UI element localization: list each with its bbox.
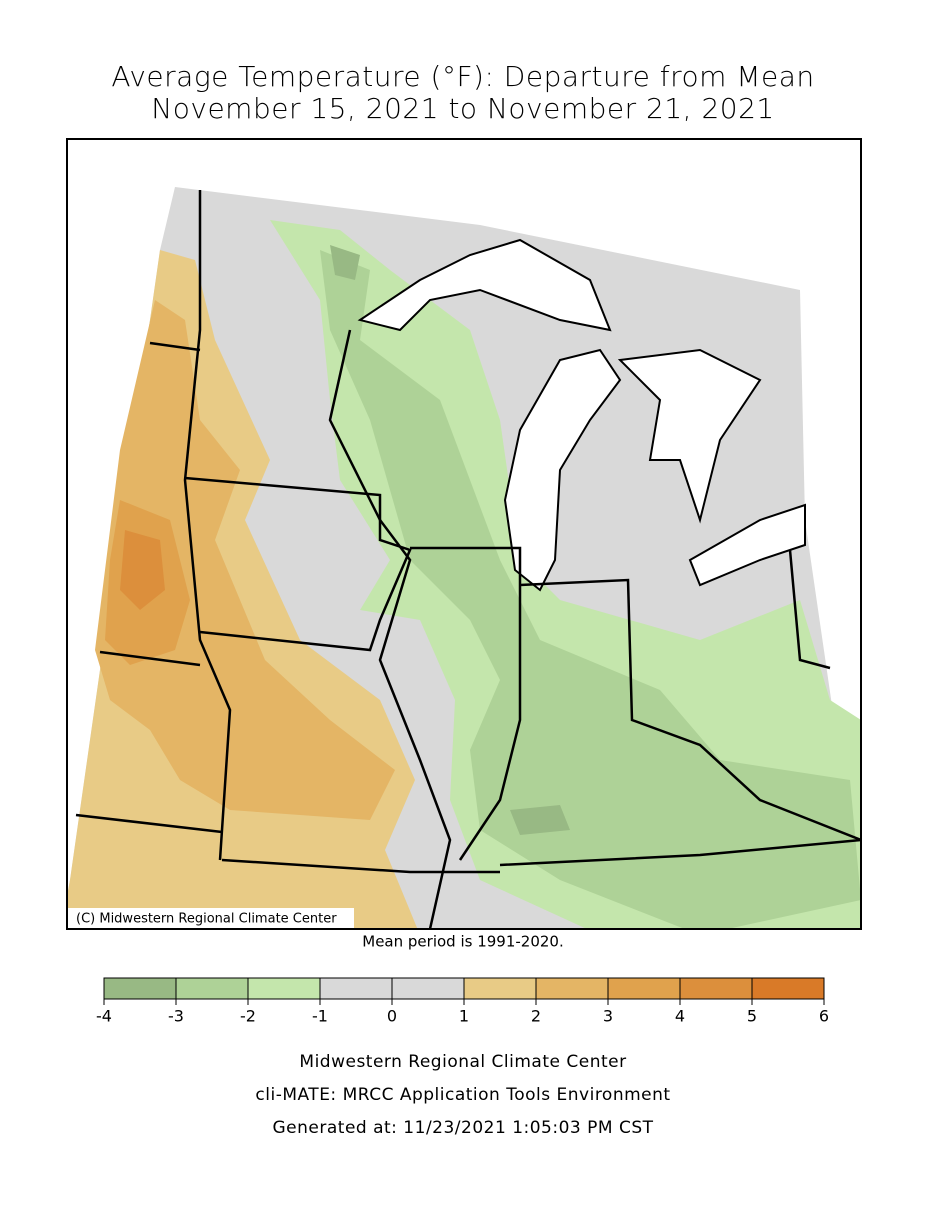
- state-border: [328, 329, 452, 929]
- state-border: [221, 858, 500, 874]
- credit-background: [67, 908, 354, 929]
- legend-bin: [319, 977, 393, 1000]
- legend-bin: [751, 977, 825, 1000]
- footer-line: Generated at: 11/23/2021 1:05:03 PM CST: [273, 1118, 654, 1138]
- state-border: [410, 546, 522, 861]
- legend-bin: [463, 977, 537, 1000]
- lake: [357, 238, 612, 332]
- legend-bin: [391, 977, 465, 1000]
- legend-tick-label: -2: [240, 1007, 256, 1026]
- map-note: Mean period is 1991-2020.: [362, 933, 563, 951]
- legend-bin: [679, 977, 753, 1000]
- legend-tick-label: 6: [819, 1007, 829, 1026]
- footer-line: cli-MATE: MRCC Application Tools Environ…: [255, 1085, 670, 1105]
- legend-bin: [175, 977, 249, 1000]
- map-frame: [66, 138, 862, 930]
- legend-tick-label: -3: [168, 1007, 184, 1026]
- legend-bin: [103, 977, 177, 1000]
- lake: [503, 348, 622, 592]
- map: (C) Midwestern Regional Climate Center: [67, 139, 861, 929]
- legend-tick-label: 1: [459, 1007, 469, 1026]
- cool-area: [330, 245, 360, 280]
- map-credit: (C) Midwestern Regional Climate Center: [76, 912, 337, 927]
- legend-tick-label: 0: [387, 1007, 397, 1026]
- legend-bin: [247, 977, 321, 1000]
- state-border: [149, 341, 201, 352]
- legend-bin: [535, 977, 609, 1000]
- legend-bin: [607, 977, 681, 1000]
- legend-tick-label: -1: [312, 1007, 328, 1026]
- state-border: [499, 838, 861, 867]
- footer-line: Midwestern Regional Climate Center: [299, 1052, 626, 1072]
- warm-area: [120, 530, 165, 610]
- legend-tick-label: 4: [675, 1007, 685, 1026]
- title-line: Average Temperature (°F): Departure from…: [111, 60, 814, 93]
- title-line: November 15, 2021 to November 21, 2021: [151, 92, 774, 125]
- cool-area: [510, 805, 570, 835]
- lake: [688, 503, 806, 587]
- legend-tick-label: 5: [747, 1007, 757, 1026]
- state-border: [184, 476, 412, 652]
- state-border: [75, 813, 223, 834]
- state-border: [788, 549, 831, 670]
- state-border: [99, 650, 201, 667]
- legend-tick-label: -4: [96, 1007, 112, 1026]
- state-border: [183, 190, 232, 861]
- legend-tick-label: 2: [531, 1007, 541, 1026]
- warm-area: [95, 300, 395, 820]
- legend-tick-label: 3: [603, 1007, 613, 1026]
- cool-area: [320, 250, 861, 929]
- lake: [617, 348, 762, 524]
- state-border: [519, 578, 861, 842]
